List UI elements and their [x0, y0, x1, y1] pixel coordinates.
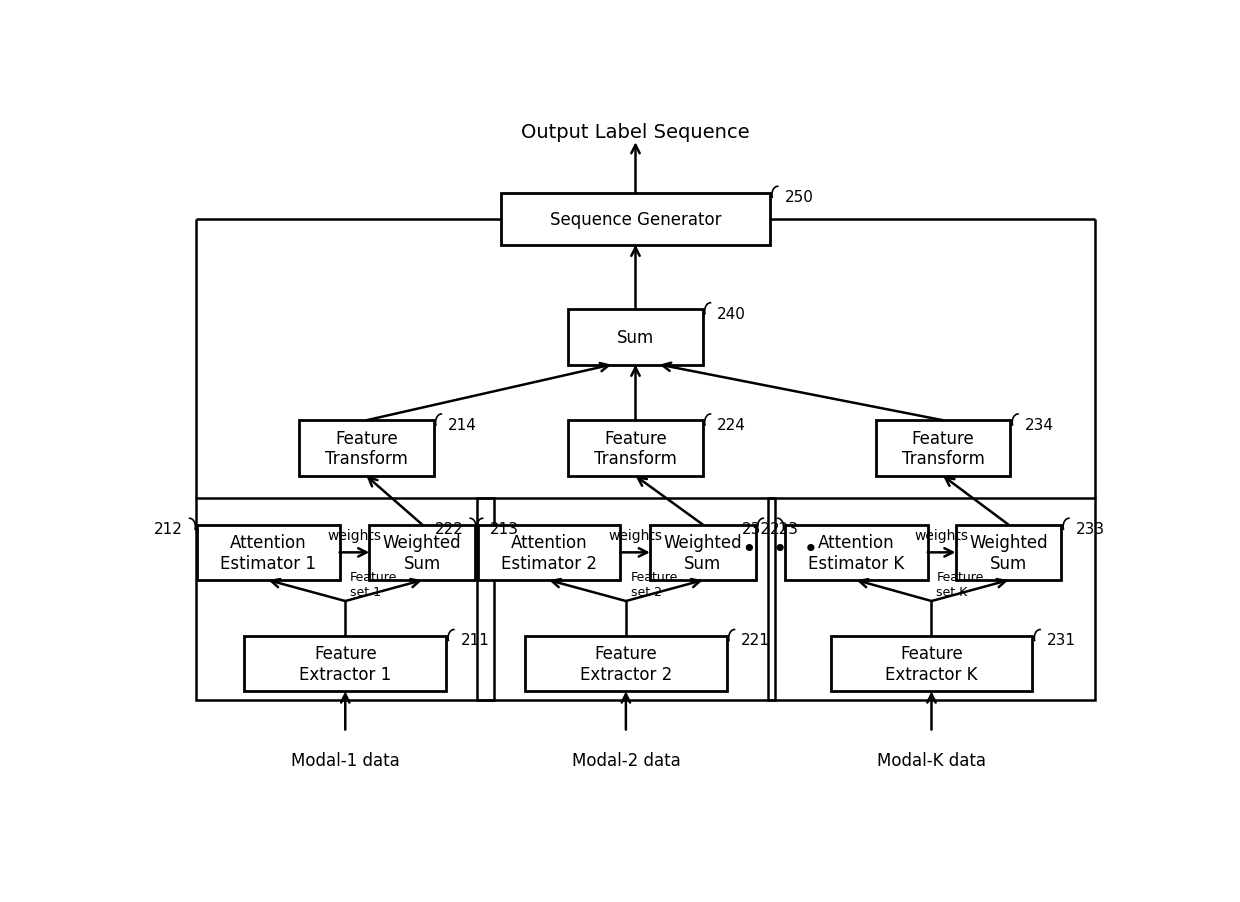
Text: 250: 250 [785, 189, 813, 205]
Text: 232: 232 [742, 521, 771, 537]
Text: Feature
set 2: Feature set 2 [631, 570, 678, 598]
Text: •  •  •: • • • [742, 538, 817, 561]
Bar [956, 525, 1061, 581]
Text: Attention
Estimator 2: Attention Estimator 2 [501, 533, 596, 572]
Text: 212: 212 [154, 521, 182, 537]
Text: Output Label Sequence: Output Label Sequence [521, 123, 750, 142]
Text: 233: 233 [1075, 521, 1105, 537]
Bar [299, 420, 434, 476]
Bar [650, 525, 755, 581]
Bar [196, 499, 495, 700]
Text: Feature
Transform: Feature Transform [325, 429, 408, 468]
Bar [525, 636, 727, 692]
Bar [875, 420, 1011, 476]
Bar [477, 525, 620, 581]
Text: weights: weights [608, 529, 662, 542]
Bar [501, 193, 770, 245]
Bar [244, 636, 446, 692]
Text: Weighted
Sum: Weighted Sum [383, 533, 461, 572]
Text: Sum: Sum [616, 328, 655, 346]
Text: 221: 221 [742, 632, 770, 648]
Bar [768, 499, 1095, 700]
Text: 231: 231 [1047, 632, 1076, 648]
Text: Feature
set 1: Feature set 1 [350, 570, 398, 598]
Bar [568, 309, 703, 365]
Text: 223: 223 [770, 521, 799, 537]
Text: 213: 213 [490, 521, 518, 537]
Bar [785, 525, 928, 581]
Text: 222: 222 [434, 521, 464, 537]
Text: Modal-2 data: Modal-2 data [572, 750, 681, 769]
Text: Weighted
Sum: Weighted Sum [968, 533, 1048, 572]
Bar [568, 420, 703, 476]
Text: Feature
Extractor K: Feature Extractor K [885, 645, 977, 683]
Text: 240: 240 [717, 306, 746, 321]
Text: Sequence Generator: Sequence Generator [549, 210, 722, 228]
Text: Weighted
Sum: Weighted Sum [663, 533, 742, 572]
Text: Modal-K data: Modal-K data [877, 750, 986, 769]
Bar [370, 525, 475, 581]
Text: Feature
Transform: Feature Transform [901, 429, 985, 468]
Bar [831, 636, 1033, 692]
Bar [477, 499, 775, 700]
Bar [197, 525, 340, 581]
Text: Attention
Estimator K: Attention Estimator K [808, 533, 905, 572]
Text: weights: weights [915, 529, 968, 542]
Text: 211: 211 [460, 632, 490, 648]
Text: 214: 214 [448, 418, 477, 432]
Text: Feature
Extractor 1: Feature Extractor 1 [299, 645, 392, 683]
Text: Feature
set K: Feature set K [936, 570, 983, 598]
Text: Feature
Extractor 2: Feature Extractor 2 [580, 645, 672, 683]
Text: weights: weights [327, 529, 382, 542]
Text: 224: 224 [717, 418, 746, 432]
Text: Feature
Transform: Feature Transform [594, 429, 677, 468]
Text: Modal-1 data: Modal-1 data [291, 750, 399, 769]
Text: 234: 234 [1024, 418, 1054, 432]
Text: Attention
Estimator 1: Attention Estimator 1 [221, 533, 316, 572]
